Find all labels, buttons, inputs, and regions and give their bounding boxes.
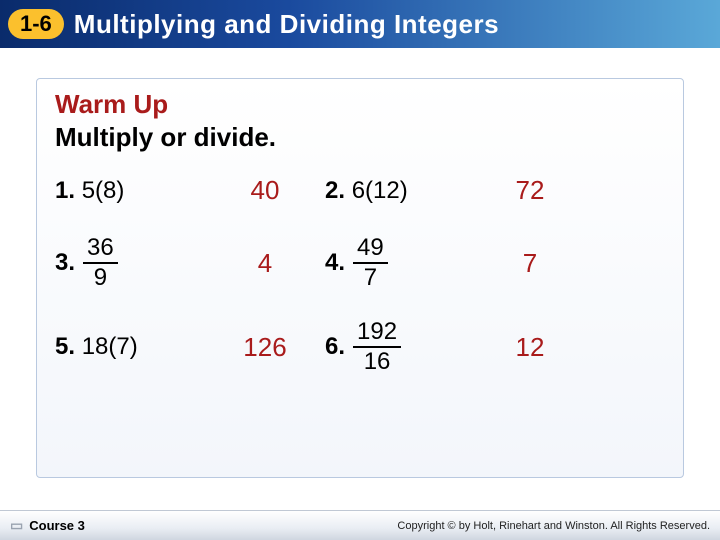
answer-3: 4 [205, 248, 325, 279]
numerator: 192 [353, 320, 401, 346]
problem-number: 3. [55, 249, 75, 277]
slide-title: Multiplying and Dividing Integers [74, 9, 499, 40]
problems-grid: 1. 5(8) 40 2. 6(12) 72 3. 36 9 4 4. [55, 175, 665, 374]
fraction: 49 7 [353, 236, 388, 290]
problem-3: 3. 36 9 [55, 236, 205, 290]
content-area: Warm Up Multiply or divide. 1. 5(8) 40 2… [0, 48, 720, 478]
panel-heading: Warm Up [55, 89, 665, 120]
problem-number: 1. [55, 177, 75, 204]
slide-footer: ▭ Course 3 Copyright © by Holt, Rinehart… [0, 510, 720, 540]
course-text: Course 3 [29, 518, 85, 533]
problem-number: 4. [325, 249, 345, 277]
answer-6: 12 [475, 332, 585, 363]
answer-2: 72 [475, 175, 585, 206]
problem-2: 2. 6(12) [325, 177, 475, 205]
problem-expr: 6(12) [352, 177, 408, 204]
lesson-badge: 1-6 [8, 9, 64, 39]
numerator: 36 [83, 236, 118, 262]
denominator: 7 [360, 264, 381, 290]
slide-header: 1-6 Multiplying and Dividing Integers [0, 0, 720, 48]
copyright-text: Copyright © by Holt, Rinehart and Winsto… [397, 520, 710, 532]
problem-4: 4. 49 7 [325, 236, 475, 290]
numerator: 49 [353, 236, 388, 262]
problem-expr: 5(8) [82, 177, 125, 204]
problem-1: 1. 5(8) [55, 177, 205, 205]
denominator: 9 [90, 264, 111, 290]
problem-6: 6. 192 16 [325, 320, 475, 374]
warmup-panel: Warm Up Multiply or divide. 1. 5(8) 40 2… [36, 78, 684, 478]
answer-1: 40 [205, 175, 325, 206]
panel-subheading: Multiply or divide. [55, 122, 665, 153]
answer-4: 7 [475, 248, 585, 279]
denominator: 16 [360, 348, 395, 374]
answer-5: 126 [205, 332, 325, 363]
problem-5: 5. 18(7) [55, 333, 205, 361]
problem-expr: 18(7) [82, 333, 138, 360]
course-label: ▭ Course 3 [10, 517, 85, 534]
problem-number: 2. [325, 177, 345, 204]
problem-number: 5. [55, 333, 75, 360]
book-icon: ▭ [10, 517, 23, 534]
problem-number: 6. [325, 333, 345, 361]
fraction: 192 16 [353, 320, 401, 374]
fraction: 36 9 [83, 236, 118, 290]
